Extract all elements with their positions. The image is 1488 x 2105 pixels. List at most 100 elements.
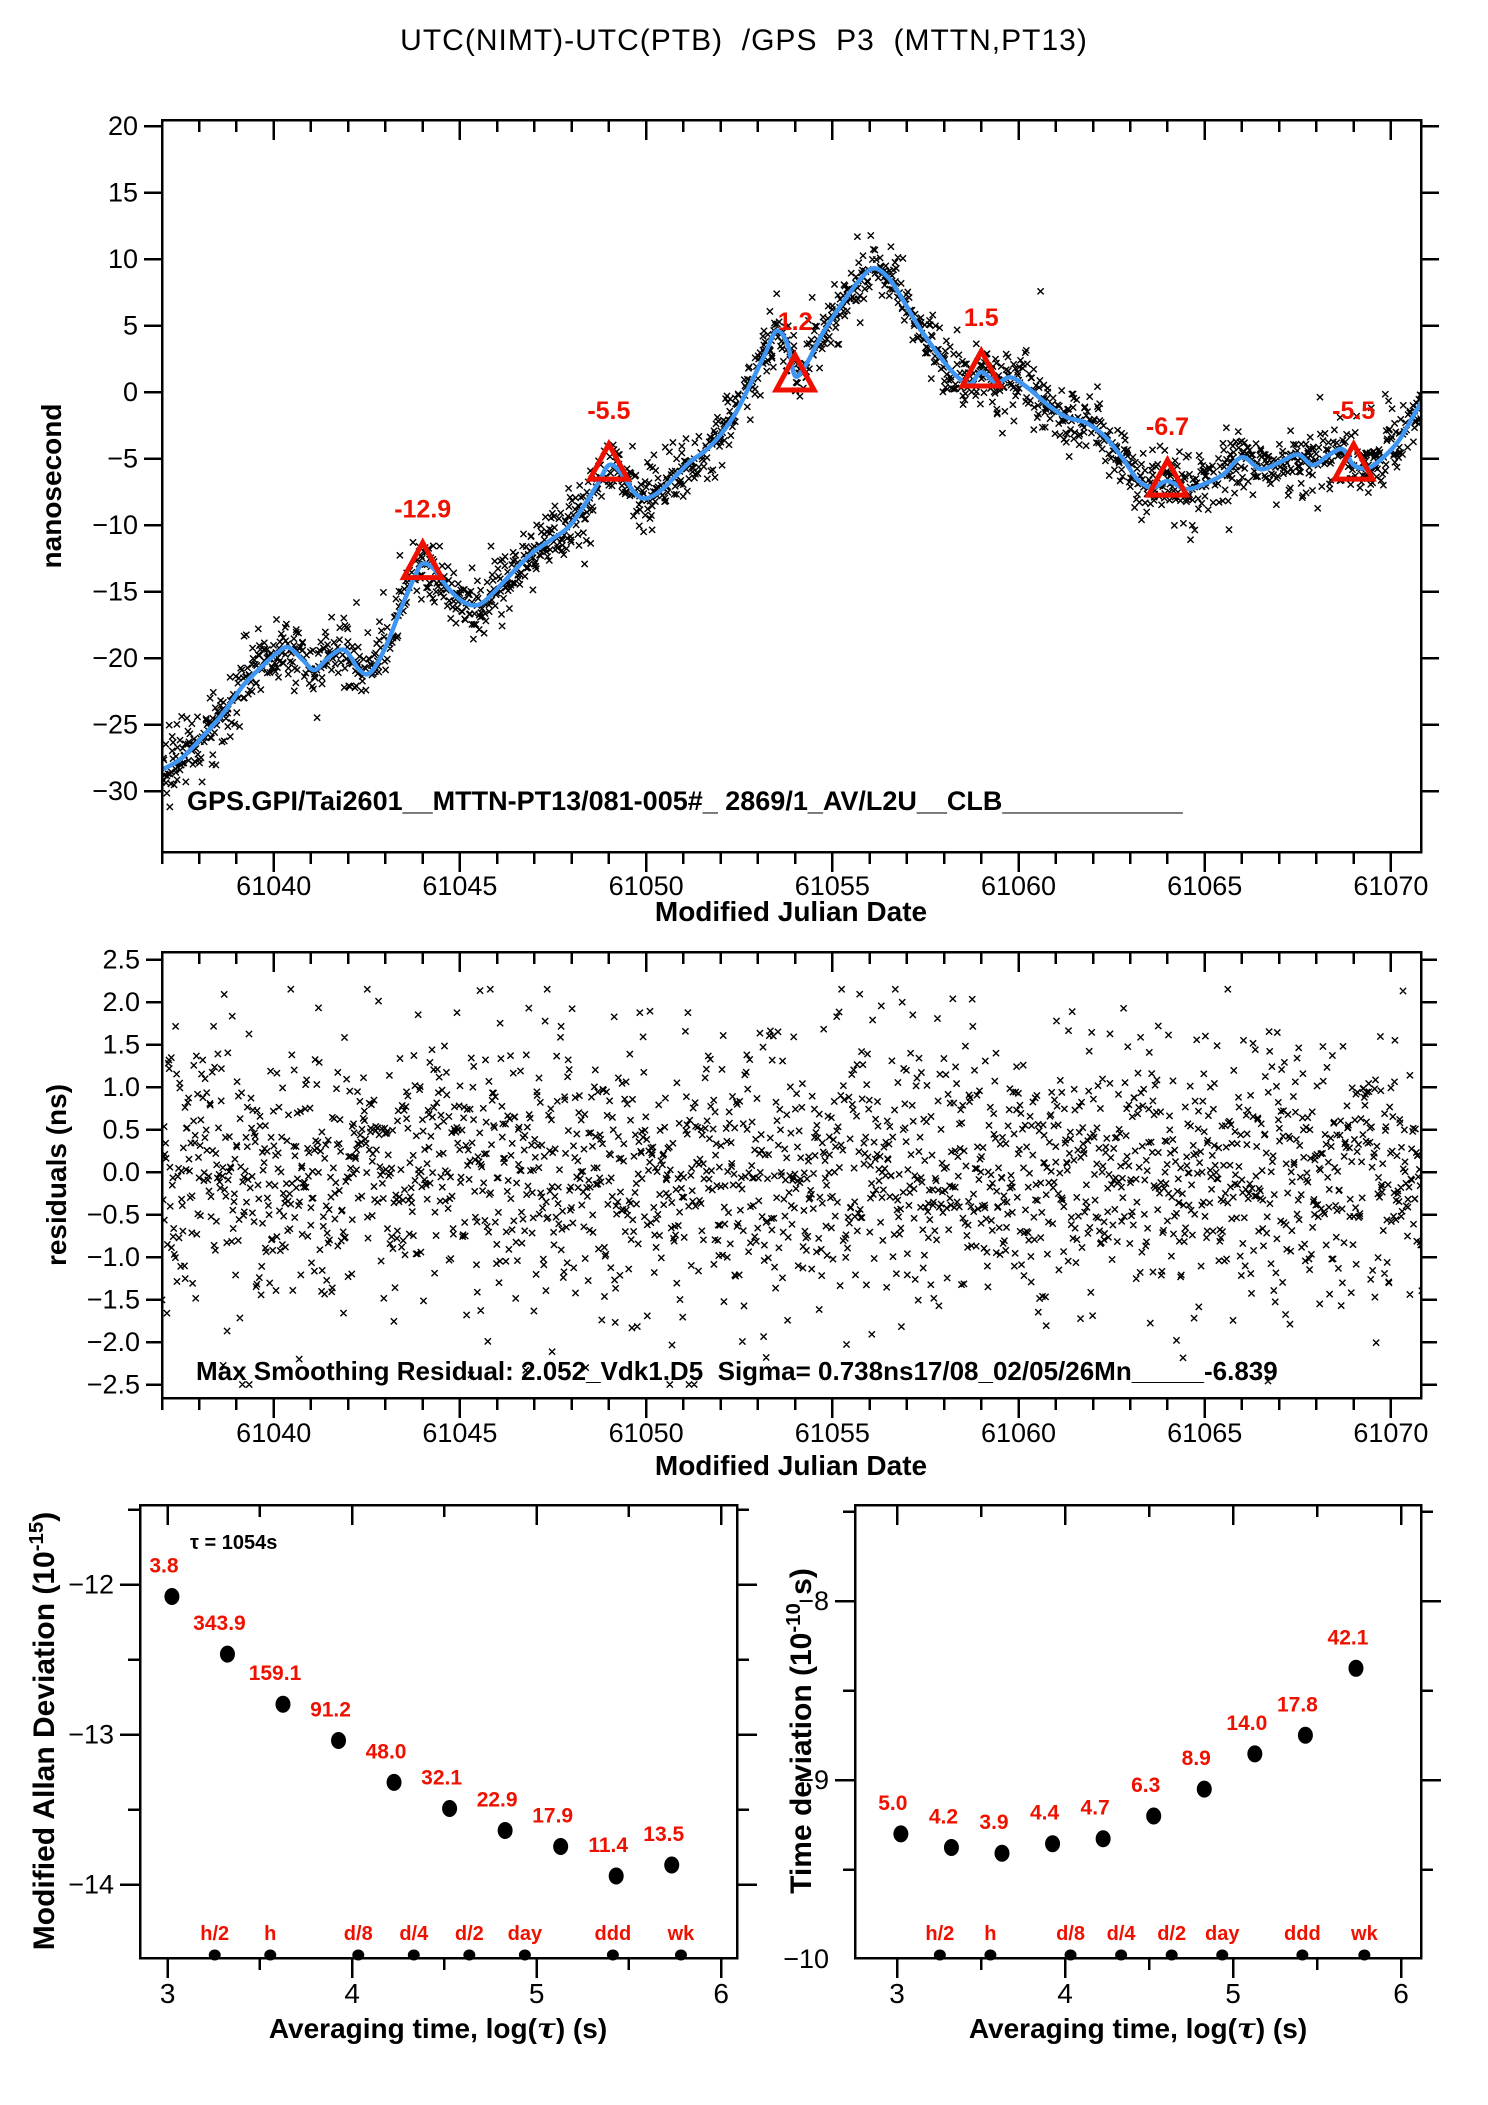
mdev-y-label-close: ) bbox=[28, 1511, 61, 1522]
flag-triangle bbox=[1144, 454, 1191, 498]
tdev-x-axis-label: Averaging time, log(τ) (s) bbox=[969, 2012, 1307, 2045]
tdev-y-label-close: s) bbox=[785, 1568, 818, 1604]
data-point-label: 22.9 bbox=[477, 1789, 518, 1812]
y-tick-label: −14 bbox=[68, 1870, 114, 1900]
y-tick-label: −0.5 bbox=[87, 1200, 140, 1230]
data-point bbox=[219, 1645, 235, 1663]
mdev-y-label-exponent: -15 bbox=[26, 1521, 48, 1552]
x-tick-label: 61050 bbox=[609, 1418, 684, 1448]
x-tick-label: 61060 bbox=[981, 1418, 1056, 1448]
y-tick-label: −10 bbox=[783, 1944, 829, 1974]
data-point-label: 4.2 bbox=[929, 1805, 958, 1828]
tau-ref-label: d/2 bbox=[455, 1923, 484, 1945]
panel-frame bbox=[160, 118, 1423, 854]
phase-x-axis-label: Modified Julian Date bbox=[654, 896, 928, 927]
y-tick-label: −12 bbox=[68, 1570, 114, 1600]
data-point-label: 32.1 bbox=[421, 1766, 462, 1789]
data-point bbox=[893, 1825, 909, 1843]
x-tick-label: 4 bbox=[1057, 1978, 1073, 2009]
y-tick-label: −13 bbox=[68, 1720, 114, 1750]
data-point-label: 14.0 bbox=[1226, 1712, 1267, 1735]
flag-value-label: -5.5 bbox=[1332, 397, 1375, 425]
y-tick-label: 5 bbox=[123, 311, 138, 341]
flag-value-label: 1.5 bbox=[964, 304, 999, 332]
data-point bbox=[1348, 1659, 1364, 1677]
tau-ref-label: h/2 bbox=[925, 1923, 954, 1945]
residuals-x-axis-label: Modified Julian Date bbox=[654, 1450, 928, 1481]
tdev-panel: 3 4 5 6 −8 −9 −10 h/2 h d/8 d/4 d/2 day ddd wk 5.0 4.2 3.… bbox=[783, 1503, 1441, 2009]
y-tick-label: −9 bbox=[798, 1765, 829, 1795]
y-tick-label: 2.5 bbox=[102, 945, 140, 975]
tau-ref-label: day bbox=[1205, 1923, 1240, 1945]
y-tick-label: 0.5 bbox=[102, 1115, 140, 1145]
y-tick-label: −1.5 bbox=[87, 1285, 140, 1315]
data-point-label: 8.9 bbox=[1182, 1747, 1211, 1770]
data-point-label: 4.4 bbox=[1030, 1802, 1060, 1825]
data-point-label: 11.4 bbox=[588, 1834, 628, 1857]
tau-ref-label: h bbox=[984, 1923, 996, 1945]
data-point-label: 343.9 bbox=[193, 1612, 246, 1635]
flag-value-label: -5.5 bbox=[587, 397, 630, 425]
x-tick-label: 61055 bbox=[795, 1418, 870, 1448]
y-tick-label: −2.5 bbox=[87, 1370, 140, 1400]
data-point-label: 159.1 bbox=[249, 1662, 302, 1685]
data-point-label: 6.3 bbox=[1131, 1774, 1160, 1797]
data-point bbox=[553, 1838, 569, 1856]
residuals-y-axis-label: residuals (ns) bbox=[41, 1083, 72, 1267]
x-tick-label: 61060 bbox=[981, 871, 1056, 901]
x-tick-label: 61070 bbox=[1353, 871, 1428, 901]
tau-ref-label: ddd bbox=[1284, 1923, 1321, 1945]
y-tick-label: 0 bbox=[123, 377, 138, 407]
y-tick-label: −5 bbox=[107, 444, 138, 474]
tau-ref-label: d/8 bbox=[344, 1923, 373, 1945]
mdev-panel: 3 4 5 6 −12 −13 −14 h/2 h d/8 d/4 d/2 day ddd wk 3.8 343… bbox=[68, 1503, 757, 2009]
data-point bbox=[1196, 1780, 1212, 1798]
panel-frame bbox=[853, 1503, 1423, 1960]
phase-y-axis-label: nanosecond bbox=[36, 403, 67, 569]
tau-ref-label: h bbox=[264, 1923, 276, 1945]
flag-value-label: -12.9 bbox=[394, 496, 451, 524]
data-point bbox=[1146, 1807, 1162, 1825]
x-tick-label: 4 bbox=[344, 1978, 360, 2009]
residuals-annotation: Max Smoothing Residual: 2.052_Vdk1.D5 Si… bbox=[196, 1356, 1278, 1386]
x-tick-label: 61070 bbox=[1353, 1418, 1428, 1448]
data-point-label: 91.2 bbox=[310, 1699, 351, 1722]
tau-ref-label: day bbox=[508, 1923, 543, 1945]
tau-ref-label: d/4 bbox=[399, 1923, 429, 1945]
data-point-label: 5.0 bbox=[878, 1792, 907, 1815]
residuals-panel: 61040 61045 61050 61055 61060 61065 61070 2.5 2.… bbox=[87, 945, 1437, 1448]
tau-ref-label: h/2 bbox=[200, 1923, 229, 1945]
data-point bbox=[442, 1799, 458, 1817]
tau-ref-label: wk bbox=[1350, 1923, 1379, 1945]
x-tick-label: 5 bbox=[1225, 1978, 1241, 2009]
mdev-y-label-text: Modified Allan Deviation (10 bbox=[28, 1551, 61, 1951]
tdev-y-label-text: Time deviation (10 bbox=[785, 1632, 818, 1894]
data-point bbox=[994, 1844, 1010, 1862]
phase-annotation: GPS.GPI/Tai2601__MTTN-PT13/081-005#_ 286… bbox=[187, 786, 1183, 816]
data-point bbox=[1045, 1835, 1061, 1853]
residuals-scatter bbox=[162, 985, 1421, 1389]
tau-ref-label: wk bbox=[667, 1923, 696, 1945]
y-tick-label: −2.0 bbox=[87, 1327, 140, 1357]
phase-panel: -12.9 -5.5 1.2 1.5 -6.7 -5.5 61040 61045 61050 61… bbox=[92, 111, 1439, 901]
tdev-x-label-close: ) (s) bbox=[1255, 2013, 1308, 2044]
tau-symbol: τ bbox=[1236, 2012, 1256, 2045]
x-tick-label: 61040 bbox=[236, 1418, 311, 1448]
data-point bbox=[497, 1822, 513, 1839]
data-point-label: 4.7 bbox=[1081, 1797, 1110, 1820]
tdev-y-label-exponent: -10 bbox=[783, 1603, 805, 1633]
y-tick-label: −20 bbox=[92, 643, 138, 673]
panel-frame bbox=[138, 1503, 739, 1960]
y-tick-label: 2.0 bbox=[102, 987, 140, 1017]
page-title: UTC(NIMT)-UTC(PTB) /GPS P3 (MTTN,PT13) bbox=[400, 24, 1088, 57]
y-tick-label: −15 bbox=[92, 577, 138, 607]
y-tick-label: −25 bbox=[92, 710, 138, 740]
x-tick-label: 61055 bbox=[795, 871, 870, 901]
data-point bbox=[386, 1773, 402, 1791]
data-point bbox=[275, 1695, 291, 1713]
x-tick-label: 61045 bbox=[422, 1418, 497, 1448]
flag-value-label: 1.2 bbox=[778, 308, 813, 336]
data-point bbox=[164, 1588, 180, 1605]
